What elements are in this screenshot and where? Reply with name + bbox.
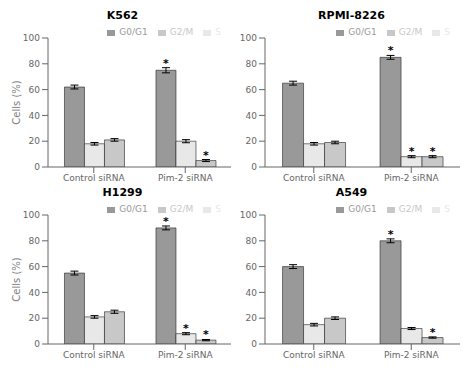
html-text:H1299: H1299 [102, 186, 143, 199]
html-text:S: S [444, 204, 450, 214]
svg-text:*: * [430, 145, 436, 158]
svg-text:20: 20 [246, 136, 258, 146]
svg-text:20: 20 [29, 136, 41, 146]
svg-text:40: 40 [246, 111, 258, 121]
svg-text:*: * [163, 215, 169, 228]
svg-text:Pim-2 siRNA: Pim-2 siRNA [384, 173, 440, 183]
html-text:G0/G1: G0/G1 [119, 204, 148, 214]
svg-text:80: 80 [246, 236, 258, 246]
svg-text:*: * [409, 145, 415, 158]
html-text:G2/M: G2/M [398, 27, 423, 37]
svg-text:100: 100 [23, 210, 40, 220]
svg-text:0: 0 [34, 339, 40, 349]
html-text:G2/M: G2/M [169, 27, 194, 37]
svg-text:80: 80 [29, 236, 41, 246]
svg-text:Control siRNA: Control siRNA [283, 350, 346, 360]
svg-text:40: 40 [246, 288, 258, 298]
svg-text:*: * [183, 322, 189, 335]
svg-text:Pim-2 siRNA: Pim-2 siRNA [158, 350, 214, 360]
html-text:G0/G1: G0/G1 [348, 204, 377, 214]
svg-text:Control siRNA: Control siRNA [63, 350, 126, 360]
html-text:G2/M: G2/M [398, 204, 423, 214]
svg-text:0: 0 [34, 162, 40, 172]
svg-text:Pim-2 siRNA: Pim-2 siRNA [158, 173, 214, 183]
svg-text:*: * [388, 44, 394, 57]
svg-text:*: * [388, 228, 394, 241]
svg-text:80: 80 [29, 59, 41, 69]
html-text:G0/G1: G0/G1 [119, 27, 148, 37]
svg-text:0: 0 [251, 339, 257, 349]
svg-text:40: 40 [29, 288, 41, 298]
html-text:RPMI-8226: RPMI-8226 [318, 9, 385, 22]
svg-text:Cells (%): Cells (%) [11, 257, 22, 301]
svg-text:0: 0 [251, 162, 257, 172]
svg-text:*: * [430, 326, 436, 339]
svg-text:60: 60 [246, 262, 258, 272]
svg-text:*: * [163, 57, 169, 70]
svg-text:80: 80 [246, 59, 258, 69]
html-text:A549: A549 [335, 186, 368, 199]
html-text:G0/G1: G0/G1 [348, 27, 377, 37]
html-text:S: S [215, 27, 221, 37]
svg-text:100: 100 [240, 33, 257, 43]
svg-text:60: 60 [29, 85, 41, 95]
svg-text:Control siRNA: Control siRNA [63, 173, 126, 183]
svg-text:100: 100 [240, 210, 257, 220]
svg-text:Control siRNA: Control siRNA [283, 173, 346, 183]
html-text:K562: K562 [106, 9, 139, 22]
html-text:G2/M: G2/M [169, 204, 194, 214]
svg-text:*: * [203, 328, 209, 341]
svg-text:*: * [203, 149, 209, 162]
html-text:S: S [444, 27, 450, 37]
html-text:S: S [215, 204, 221, 214]
svg-text:Cells (%): Cells (%) [11, 80, 22, 124]
svg-text:Pim-2 siRNA: Pim-2 siRNA [384, 350, 440, 360]
svg-text:100: 100 [23, 33, 40, 43]
svg-text:60: 60 [29, 262, 41, 272]
svg-text:40: 40 [29, 111, 41, 121]
svg-text:20: 20 [29, 313, 41, 323]
svg-text:20: 20 [246, 313, 258, 323]
svg-text:60: 60 [246, 85, 258, 95]
